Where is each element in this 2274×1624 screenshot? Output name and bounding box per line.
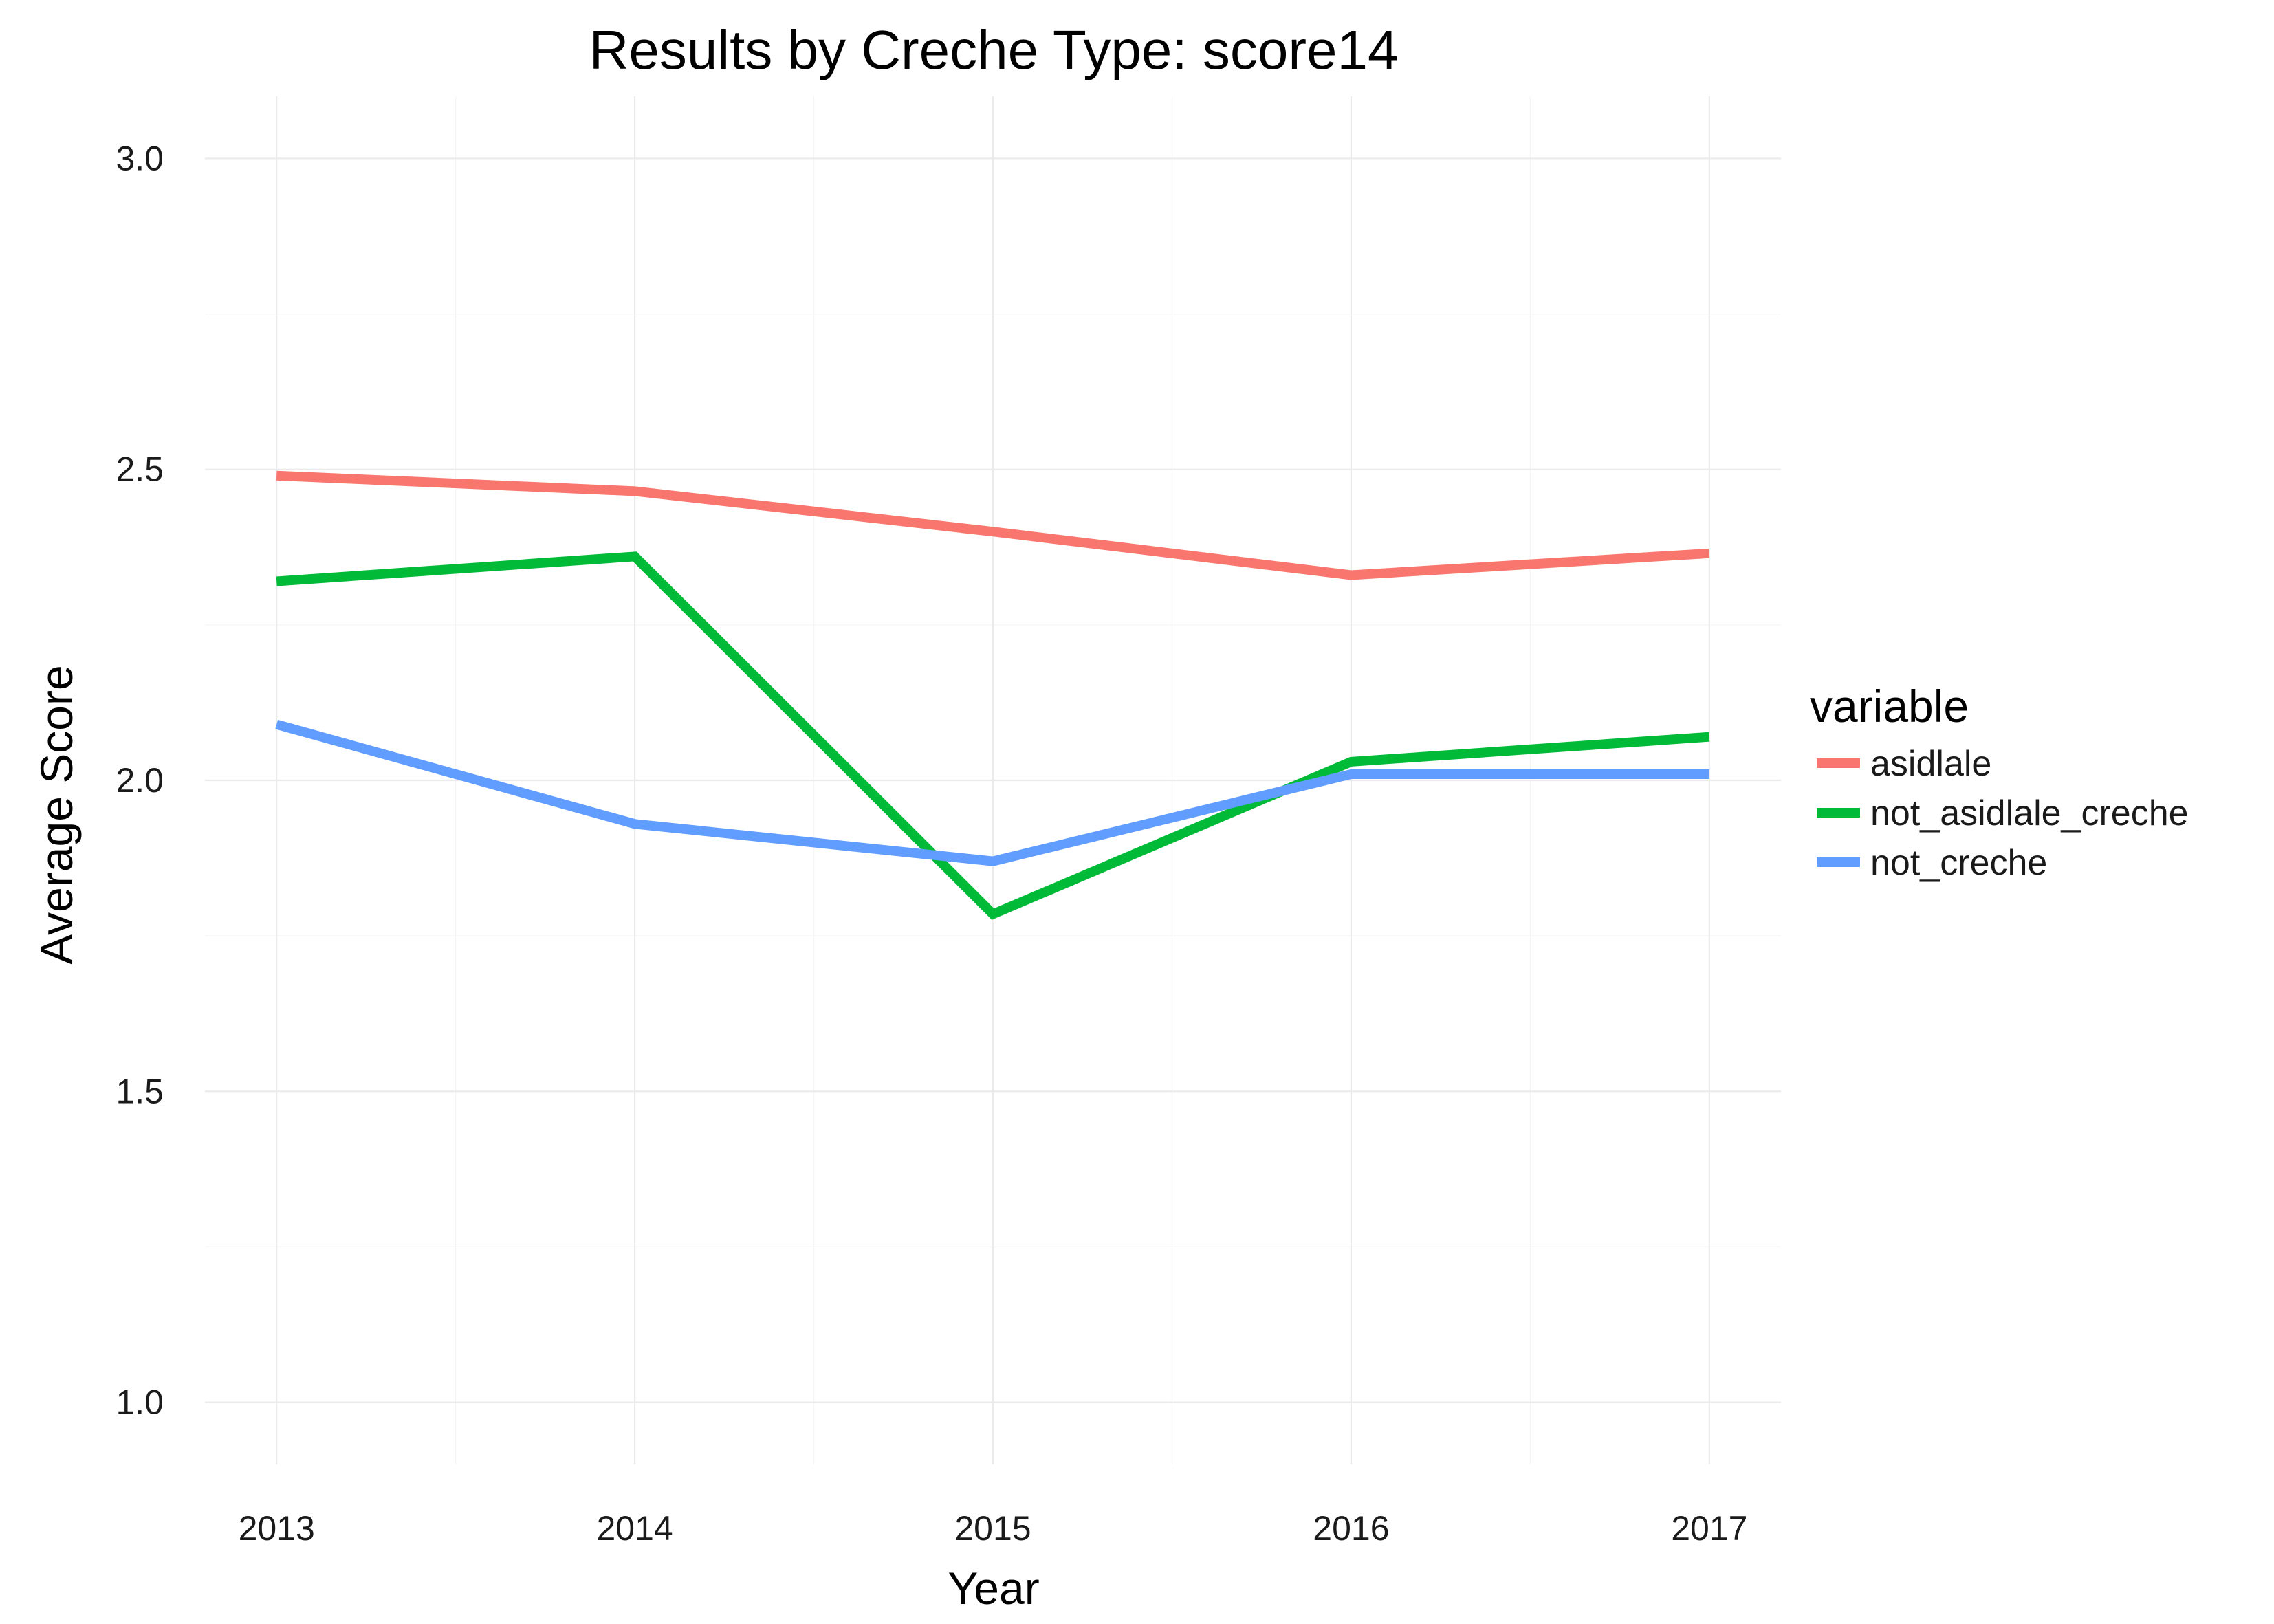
series-lines <box>275 470 1710 920</box>
legend-items: asidlale not_asidlale_creche not_creche <box>1817 744 2189 883</box>
series-line-not-asidlale-creche <box>276 551 1710 920</box>
y-tick-label: 3.0 <box>116 139 164 177</box>
series-line-asidlale <box>276 470 1710 580</box>
x-axis-ticks: 2013 2014 2015 2016 2017 <box>239 1509 1748 1548</box>
x-tick-label: 2017 <box>1671 1509 1747 1548</box>
y-tick-label: 1.0 <box>116 1383 164 1422</box>
x-axis-title: Year <box>948 1563 1039 1614</box>
legend-label: not_asidlale_creche <box>1870 793 2189 833</box>
y-axis-title: Average Score <box>31 665 82 964</box>
y-axis-ticks: 1.0 1.5 2.0 2.5 3.0 <box>116 139 164 1421</box>
y-tick-label: 2.5 <box>116 450 164 489</box>
y-tick-label: 1.5 <box>116 1072 164 1110</box>
legend-title: variable <box>1810 681 1969 732</box>
chart-title: Results by Creche Type: score14 <box>589 19 1399 80</box>
legend-label: asidlale <box>1870 744 1991 784</box>
legend-item: asidlale <box>1817 744 1991 784</box>
legend: variable asidlale not_asidlale_creche not_… <box>1810 681 2189 883</box>
legend-item: not_asidlale_creche <box>1817 793 2189 833</box>
legend-label: not_creche <box>1870 843 2047 883</box>
gridlines <box>205 96 1781 1464</box>
x-tick-label: 2016 <box>1313 1509 1389 1548</box>
x-tick-label: 2014 <box>596 1509 673 1548</box>
series-line-not-creche <box>275 719 1709 866</box>
x-tick-label: 2013 <box>239 1509 315 1548</box>
x-tick-label: 2015 <box>954 1509 1031 1548</box>
y-tick-label: 2.0 <box>116 761 164 800</box>
legend-item: not_creche <box>1817 843 2047 883</box>
